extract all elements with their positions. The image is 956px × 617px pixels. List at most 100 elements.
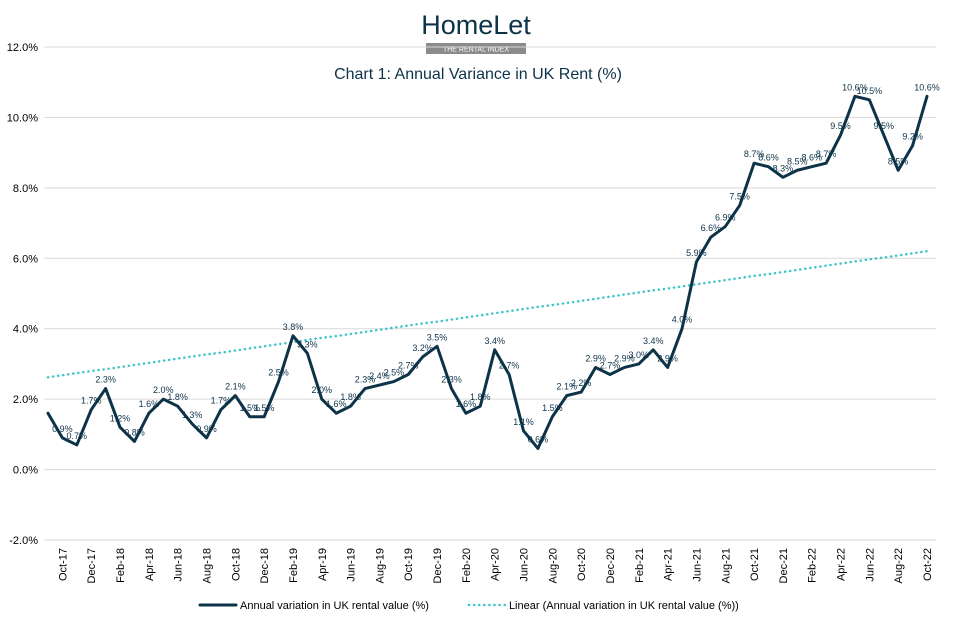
x-tick-label: Jun-19: [346, 548, 358, 582]
data-label: 1.7%: [211, 396, 232, 406]
data-label: 0.8%: [124, 427, 145, 437]
x-tick-label: Oct-17: [57, 548, 69, 581]
y-tick-label: 8.0%: [13, 183, 38, 195]
y-tick-label: 4.0%: [13, 324, 38, 336]
data-label: 1.6%: [326, 399, 347, 409]
data-label: 7.5%: [729, 191, 750, 201]
data-label: 1.5%: [254, 403, 275, 413]
x-tick-label: Feb-19: [288, 548, 300, 583]
data-label: 3.8%: [283, 322, 304, 332]
data-label: 3.4%: [643, 336, 664, 346]
legend-label: Linear (Annual variation in UK rental va…: [509, 600, 739, 612]
data-label: 1.5%: [239, 403, 260, 413]
x-tick-label: Oct-20: [576, 548, 588, 581]
x-tick-label: Aug-21: [720, 548, 732, 583]
y-tick-label: 2.0%: [13, 394, 38, 406]
data-label: 8.3%: [773, 163, 794, 173]
x-tick-label: Aug-22: [893, 548, 905, 583]
x-tick-label: Apr-20: [490, 548, 502, 581]
data-label: 1.2%: [110, 413, 131, 423]
data-label: 8.5%: [787, 156, 808, 166]
data-label: 2.7%: [600, 360, 621, 370]
data-label: 8.7%: [816, 149, 837, 159]
data-label: 1.5%: [542, 403, 563, 413]
data-label: 3.5%: [427, 332, 448, 342]
logo: HomeLet THE RENTAL INDEX: [421, 10, 531, 54]
data-label: 0.6%: [528, 434, 549, 444]
x-tick-label: Dec-20: [605, 548, 617, 583]
data-label: 3.4%: [484, 336, 505, 346]
data-label: 1.6%: [139, 399, 160, 409]
data-label: 1.3%: [182, 410, 203, 420]
x-tick-label: Apr-21: [663, 548, 675, 581]
data-label: 2.9%: [614, 353, 635, 363]
data-label: 9.5%: [830, 121, 851, 131]
data-label: 10.6%: [842, 82, 868, 92]
data-label: 1.7%: [81, 396, 102, 406]
data-label: 1.1%: [513, 417, 534, 427]
y-tick-label: 6.0%: [13, 253, 38, 265]
data-label: 2.7%: [499, 360, 520, 370]
x-tick-label: Feb-18: [115, 548, 127, 583]
data-label: 2.7%: [398, 360, 419, 370]
data-label: 0.9%: [52, 424, 73, 434]
series-line: [46, 94, 929, 450]
legend-label: Annual variation in UK rental value (%): [240, 600, 429, 612]
data-label: 0.9%: [196, 424, 217, 434]
data-label: 2.1%: [225, 382, 246, 392]
data-label: 2.4%: [369, 371, 390, 381]
data-label: 3.0%: [629, 350, 650, 360]
x-tick-label: Aug-20: [547, 548, 559, 583]
chart-title: Chart 1: Annual Variance in UK Rent (%): [334, 66, 622, 83]
data-label: 2.3%: [355, 375, 376, 385]
x-tick-label: Aug-19: [374, 548, 386, 583]
x-tick-label: Apr-22: [836, 548, 848, 581]
x-tick-label: Apr-18: [144, 548, 156, 581]
data-label: 2.1%: [556, 382, 577, 392]
x-tick-label: Dec-19: [432, 548, 444, 583]
x-tick-label: Dec-17: [86, 548, 98, 583]
logo-tagline: THE RENTAL INDEX: [443, 47, 509, 54]
data-label: 5.9%: [686, 248, 707, 258]
data-label: 3.3%: [297, 339, 318, 349]
data-label: 1.8%: [470, 392, 491, 402]
legend: Annual variation in UK rental value (%) L…: [198, 600, 739, 612]
data-label: 2.5%: [384, 368, 405, 378]
data-label: 2.9%: [657, 353, 678, 363]
data-label: 2.3%: [441, 375, 462, 385]
data-label: 8.6%: [758, 153, 779, 163]
data-label: 1.8%: [340, 392, 361, 402]
logo-band: [426, 43, 526, 54]
data-label: 3.2%: [412, 343, 433, 353]
data-label: 10.6%: [914, 82, 940, 92]
x-tick-label: Feb-21: [634, 548, 646, 583]
data-label: 8.6%: [801, 153, 822, 163]
data-label: 6.9%: [715, 213, 736, 223]
y-tick-label: 0.0%: [13, 465, 38, 477]
x-tick-label: Oct-22: [922, 548, 934, 581]
y-tick-label: -2.0%: [9, 535, 38, 547]
data-label: 4.0%: [672, 315, 693, 325]
logo-name: HomeLet: [421, 10, 531, 40]
x-tick-label: Oct-18: [230, 548, 242, 581]
x-tick-label: Jun-21: [691, 548, 703, 582]
data-label: 9.5%: [874, 121, 895, 131]
x-tick-label: Oct-19: [403, 548, 415, 581]
data-label: 1.8%: [167, 392, 188, 402]
y-tick-label: 10.0%: [7, 112, 38, 124]
data-label: 10.5%: [857, 86, 883, 96]
x-tick-label: Dec-18: [259, 548, 271, 583]
x-tick-label: Oct-21: [749, 548, 761, 581]
data-label: 2.3%: [95, 375, 116, 385]
x-tick-label: Aug-18: [202, 548, 214, 583]
x-tick-label: Jun-18: [173, 548, 185, 582]
data-label: 9.2%: [902, 132, 923, 142]
data-label: 2.2%: [571, 378, 592, 388]
data-label: 2.9%: [585, 353, 606, 363]
data-label: 2.0%: [153, 385, 174, 395]
x-tick-label: Apr-19: [317, 548, 329, 581]
x-tick-label: Feb-22: [807, 548, 819, 583]
x-tick-label: Dec-21: [778, 548, 790, 583]
data-label: 0.7%: [67, 431, 88, 441]
x-tick-label: Jun-20: [519, 548, 531, 582]
